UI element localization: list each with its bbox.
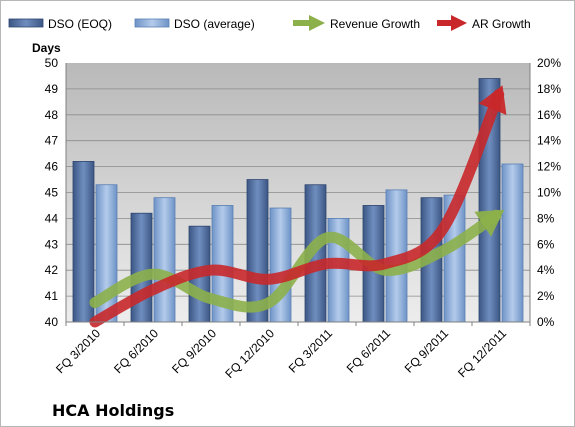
x-tick-label: FQ 6/2010 (111, 326, 161, 376)
x-tick-label: FQ 6/2011 (344, 326, 394, 376)
y-axis-ticks: 40 41 42 43 44 45 46 47 48 49 50 (45, 56, 59, 329)
y-tick-label: 47 (45, 134, 59, 148)
y-axis-title: Days (32, 41, 61, 55)
y-tick-label: 44 (45, 211, 59, 225)
legend-item-revenue-growth: Revenue Growth (293, 15, 420, 31)
legend-label-dso-eoq: DSO (EOQ) (48, 17, 112, 31)
y2-tick-label: 0% (537, 315, 555, 329)
legend-arrow-head-revenue-growth (309, 15, 325, 31)
legend-label-revenue-growth: Revenue Growth (330, 17, 420, 31)
bar-dso-eoq (72, 161, 95, 323)
y2-tick-label: 4% (537, 263, 555, 277)
y2-tick-label: 16% (537, 108, 561, 122)
arrowhead-revenue-growth (474, 209, 505, 237)
y-tick-label: 45 (45, 186, 59, 200)
legend-swatch-dso-average (134, 18, 170, 28)
x-tick-label: FQ 9/2011 (402, 326, 452, 376)
y-tick-label: 50 (45, 56, 59, 70)
y-tick-label: 40 (45, 315, 59, 329)
legend-swatch-dso-eoq (8, 18, 44, 28)
x-tick-label: FQ 3/2011 (286, 326, 336, 376)
x-tick-label: FQ 9/2010 (169, 326, 219, 376)
y2-tick-label: 6% (537, 237, 555, 251)
plot-area (65, 63, 531, 328)
legend: DSO (EOQ) DSO (average) Revenue Growth A… (8, 15, 531, 31)
y-tick-label: 48 (45, 108, 59, 122)
legend-item-dso-average: DSO (average) (134, 17, 255, 31)
y-tick-label: 42 (45, 263, 59, 277)
line-ar-growth (89, 88, 505, 328)
y-tick-label: 49 (45, 82, 59, 96)
arrowhead-ar-growth (478, 85, 507, 115)
y-tick-label: 46 (45, 160, 59, 174)
bar-dso-average (153, 197, 176, 323)
y2-tick-label: 18% (537, 82, 561, 96)
x-axis-ticks: FQ 3/2010 FQ 6/2010 FQ 9/2010 FQ 12/2010 FQ … (53, 322, 531, 381)
x-tick-label: FQ 12/2010 (222, 326, 277, 381)
legend-item-ar-growth: AR Growth (437, 15, 531, 31)
y2-tick-label: 12% (537, 160, 561, 174)
y2-tick-label: 2% (537, 289, 555, 303)
legend-label-dso-average: DSO (average) (174, 17, 255, 31)
y2-tick-label: 14% (537, 134, 561, 148)
y2-axis-ticks: 0% 2% 4% 6% 8% 10% 12% 14% 16% 18% 20% (537, 56, 561, 329)
legend-item-dso-eoq: DSO (EOQ) (8, 17, 112, 31)
legend-label-ar-growth: AR Growth (472, 17, 531, 31)
bar-dso-eoq (130, 212, 153, 323)
growth-lines (89, 85, 507, 328)
y-tick-label: 41 (45, 289, 59, 303)
x-tick-label: FQ 3/2010 (53, 326, 103, 376)
y2-tick-label: 10% (537, 186, 561, 200)
y2-tick-label: 8% (537, 211, 555, 225)
y-tick-label: 43 (45, 237, 59, 251)
y2-tick-label: 20% (537, 56, 561, 70)
legend-arrow-head-ar-growth (451, 15, 467, 31)
bar-dso-average (501, 163, 524, 323)
chart-title: HCA Holdings (52, 401, 174, 420)
x-tick-label: FQ 12/2011 (455, 326, 509, 380)
